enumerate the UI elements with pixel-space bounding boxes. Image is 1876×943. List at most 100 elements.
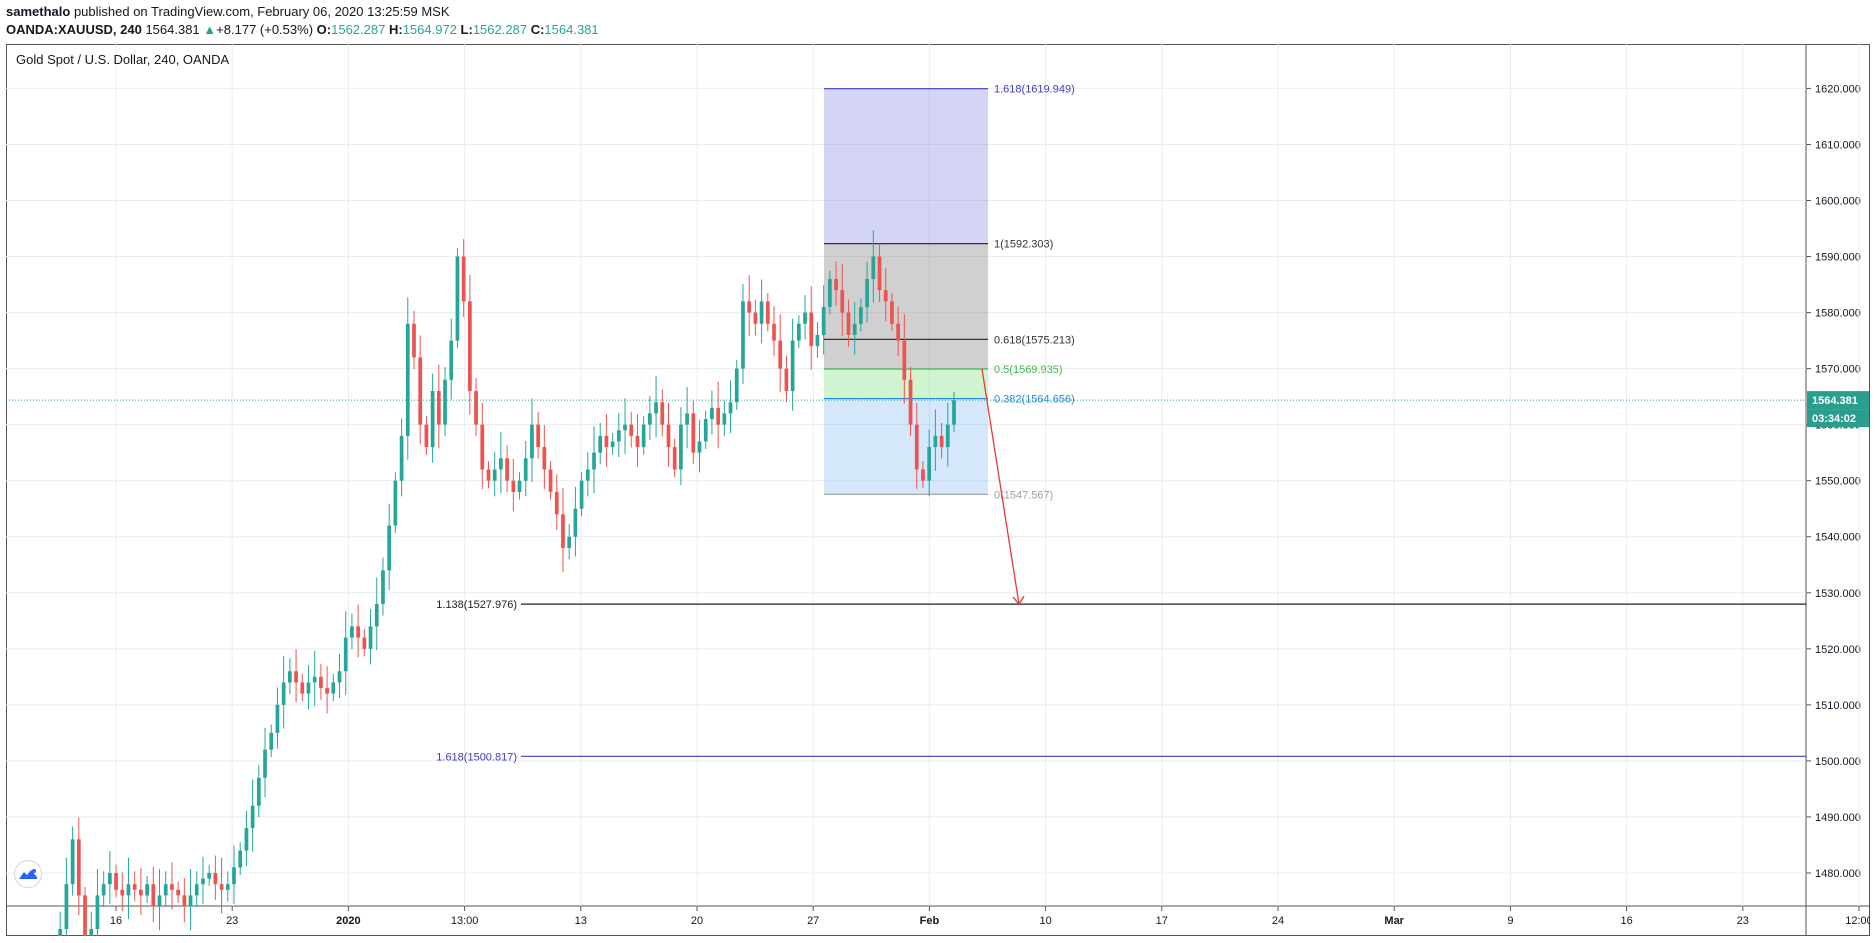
fib-zone <box>824 88 988 244</box>
candle-body <box>263 749 267 778</box>
candle-body <box>734 368 739 403</box>
x-tick-label: 13 <box>575 915 587 927</box>
candle-body <box>796 323 801 341</box>
candle-body <box>598 435 603 453</box>
extension-level-label: 1.618(1500.817) <box>436 751 517 763</box>
candle-body <box>803 312 807 324</box>
candle-body <box>468 301 472 392</box>
candle-body <box>325 688 329 694</box>
chart-border <box>6 44 1870 936</box>
candle-body <box>741 301 745 369</box>
candle-body <box>927 447 932 481</box>
projection-arrow-head <box>1012 595 1025 606</box>
candle-body <box>840 290 845 313</box>
candle-body <box>157 895 162 907</box>
candle-body <box>269 732 274 750</box>
candle-body <box>83 895 87 936</box>
candle-body <box>194 884 199 896</box>
candle-body <box>101 884 106 896</box>
candle-body <box>76 839 81 896</box>
y-tick-label: 1610.000 <box>1815 139 1861 151</box>
candle-body <box>871 256 876 279</box>
candle-body <box>480 424 485 470</box>
x-tick-label: 13:00 <box>451 915 479 927</box>
price-chart[interactable]: 1620.000 1610.000 1600.000 1590.000 1580.000… <box>6 44 1870 936</box>
x-tick-label: 23 <box>226 915 238 927</box>
low-label: L: <box>460 22 473 37</box>
candle-body <box>474 391 478 425</box>
tradingview-logo-icon[interactable] <box>14 860 42 888</box>
current-price-label: 1564.381 <box>1812 395 1858 407</box>
open-label: O: <box>316 22 332 37</box>
candle-body <box>399 435 404 481</box>
candle-body <box>182 895 187 907</box>
x-tick-label: 20 <box>691 915 703 927</box>
candle-body <box>772 323 776 341</box>
candle-body <box>573 508 578 537</box>
y-tick-label: 1620.000 <box>1815 83 1861 95</box>
candle-body <box>225 884 230 890</box>
symbol-label: OANDA:XAUUSD, 240 <box>6 22 142 37</box>
y-tick-label: 1550.000 <box>1815 476 1861 488</box>
candle-body <box>343 637 348 672</box>
candle-body <box>536 424 540 448</box>
fib-level-label: 0.618(1575.213) <box>994 334 1075 346</box>
candle-body <box>381 570 385 604</box>
candle-body <box>232 867 236 885</box>
candle-body <box>207 872 212 879</box>
candle-body <box>70 839 75 885</box>
candle-body <box>139 889 143 896</box>
countdown-badge <box>1807 409 1869 428</box>
candle-body <box>809 312 814 347</box>
candle-body <box>865 278 869 307</box>
candle-body <box>883 290 888 302</box>
candle-body <box>256 777 261 806</box>
candle-body <box>530 424 534 459</box>
candle-body <box>846 312 851 335</box>
low-value: 1562.287 <box>472 22 528 37</box>
candle-body <box>163 884 168 896</box>
x-tick-label: 24 <box>1272 915 1284 927</box>
y-tick-label: 1600.000 <box>1815 195 1861 207</box>
y-tick-label: 1480.000 <box>1815 868 1861 880</box>
close-value: 1564.381 <box>544 22 599 37</box>
candle-body <box>455 256 460 341</box>
candle-body <box>852 323 857 335</box>
candle-body <box>356 626 360 638</box>
x-tick-label: 2020 <box>336 915 360 927</box>
candle-body <box>430 391 435 448</box>
candle-body <box>505 458 509 481</box>
candle-body <box>368 626 373 649</box>
fib-level-label: 0.5(1569.935) <box>994 364 1063 376</box>
y-tick-label: 1520.000 <box>1815 644 1861 656</box>
candle-body <box>716 407 720 425</box>
candle-body <box>331 682 336 694</box>
candle-body <box>610 441 615 448</box>
y-tick-label: 1490.000 <box>1815 812 1861 824</box>
candle-body <box>219 884 224 890</box>
published-text: published on TradingView.com, February 0… <box>73 4 450 19</box>
candle-body <box>859 306 863 324</box>
candle-body <box>784 368 789 392</box>
candle-body <box>170 884 174 890</box>
y-tick-label: 1530.000 <box>1815 588 1861 600</box>
candle-body <box>790 340 795 392</box>
candle-body <box>275 704 280 733</box>
candle-body <box>629 424 634 436</box>
candle-body <box>120 889 125 896</box>
candle-body <box>114 872 118 890</box>
author-name[interactable]: samethalo <box>6 4 71 19</box>
candle-body <box>312 676 317 683</box>
candle-body <box>921 469 925 481</box>
chart-frame[interactable]: 1620.000 1610.000 1600.000 1590.000 1580.000… <box>6 44 1870 936</box>
candle-body <box>250 805 255 829</box>
high-value: 1564.972 <box>402 22 457 37</box>
candle-body <box>933 435 938 448</box>
extension-level-label: 1.138(1527.976) <box>436 599 517 611</box>
candle-body <box>902 340 907 380</box>
candle-body <box>499 458 503 470</box>
fib-level-label: 1(1592.303) <box>994 239 1053 251</box>
candle-body <box>350 626 354 638</box>
candle-body <box>548 469 553 492</box>
candle-body <box>890 301 894 324</box>
